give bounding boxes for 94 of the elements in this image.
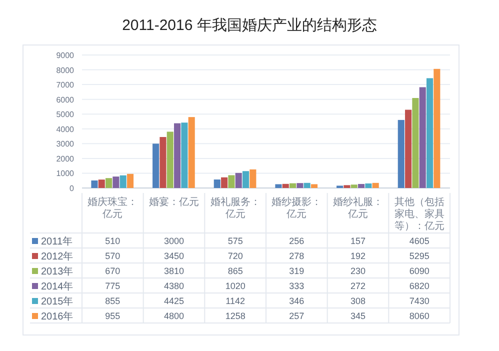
chart-title: 2011-2016 年我国婚庆产业的结构形态 [122,17,377,34]
data-label: 4425 [164,296,184,306]
y-tick-label: 6000 [56,95,75,104]
x-tick-label: 婚礼服务：亿元 [210,196,260,220]
bar [434,68,440,188]
bar [166,132,174,188]
data-label: 7430 [409,296,430,306]
legend-label: 2015年 [41,296,74,308]
bar [152,144,160,188]
data-label: 1020 [225,281,246,291]
bar [106,178,112,188]
bar [344,185,350,188]
data-label: 510 [105,236,120,246]
data-label: 346 [289,296,304,306]
data-label: 1258 [225,311,246,321]
y-tick-label: 5000 [56,110,75,120]
y-tick-label: 7000 [56,80,75,90]
data-label: 720 [228,251,243,261]
y-tick-label: 1000 [56,169,75,178]
y-tick-label: 3000 [56,140,75,149]
data-label: 3810 [164,266,184,276]
bar [126,174,134,188]
bar [282,184,289,188]
bar [160,137,166,188]
bar [412,98,419,188]
bar [398,120,404,188]
y-tick-label: 8000 [56,66,75,75]
data-label: 955 [105,311,120,321]
data-label: 6820 [409,281,430,291]
bar [250,169,256,188]
bar [304,182,310,188]
bar [221,177,228,188]
legend-label: 2014年 [41,280,74,292]
legend-label: 2011年 [41,236,73,248]
data-label: 4605 [409,236,430,246]
data-label: 4380 [164,281,184,291]
bar [228,175,235,188]
data-label: 256 [289,236,304,246]
y-tick-label: 9000 [56,51,75,60]
data-label: 257 [289,311,304,321]
x-tick-label: 婚纱摄影：亿元 [272,196,322,220]
data-label: 192 [350,251,366,261]
x-tick-label: 其他（包括家电、家具等）：亿元 [394,196,444,232]
bar [365,183,372,188]
data-label: 775 [105,281,120,291]
bar [290,183,296,188]
bar [188,117,195,188]
bar [174,123,181,188]
x-tick-label: 婚宴：亿元 [149,196,199,208]
bar [242,171,250,188]
data-label: 3450 [164,251,184,261]
y-tick-label: 4000 [56,124,75,134]
bar [275,184,282,188]
bar [310,184,318,188]
bar [214,180,220,188]
y-tick-label: 2000 [56,154,75,164]
data-label: 865 [228,266,243,276]
legend-label: 2012年 [41,250,74,262]
data-label: 575 [228,236,243,246]
data-label: 157 [350,236,366,246]
legend-label: 2013年 [41,266,74,278]
data-label: 670 [105,266,120,276]
bar [181,122,188,188]
data-label: 570 [105,251,120,261]
bar [98,180,105,188]
bar [419,87,426,188]
data-label: 272 [350,281,366,291]
data-label: 1142 [226,296,246,306]
data-label: 8060 [409,311,430,321]
data-label: 4800 [164,311,184,321]
bar [350,184,358,188]
y-tick-label: 0 [70,184,75,193]
bar [91,180,98,188]
x-tick-label: 婚纱礼服：亿元 [333,196,383,220]
bar [235,172,242,188]
legend-label: 2016年 [41,310,74,322]
data-label: 278 [289,251,304,261]
bar [372,182,379,188]
data-label: 855 [105,296,120,306]
x-tick-label: 婚庆珠宝：亿元 [88,196,138,220]
data-label: 345 [350,311,366,321]
data-label: 333 [289,281,304,291]
data-label: 6090 [409,266,430,276]
bar [112,176,120,188]
data-label: 3000 [164,236,184,246]
data-label: 308 [350,296,366,306]
data-label: 5295 [409,251,430,261]
bar [296,183,304,188]
bar [120,175,126,188]
bar [358,184,365,188]
bar [426,78,434,188]
data-label: 230 [350,266,366,276]
data-label: 319 [289,266,304,276]
bar [405,110,412,188]
